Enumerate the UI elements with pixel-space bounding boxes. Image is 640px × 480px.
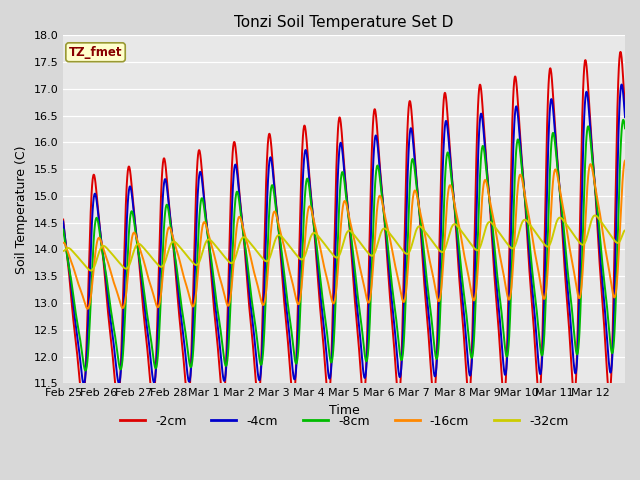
-8cm <box>60 227 67 232</box>
X-axis label: Time: Time <box>329 404 360 417</box>
Line: -8cm: -8cm <box>63 120 625 371</box>
-16cm <box>502 285 509 290</box>
Line: -32cm: -32cm <box>63 216 625 271</box>
Title: Tonzi Soil Temperature Set D: Tonzi Soil Temperature Set D <box>234 15 454 30</box>
-2cm <box>333 157 340 163</box>
-32cm <box>502 239 509 245</box>
-4cm <box>618 82 625 87</box>
-8cm <box>605 323 612 328</box>
-16cm <box>84 306 92 312</box>
-2cm <box>79 399 86 405</box>
-2cm <box>605 389 612 395</box>
-16cm <box>605 267 613 273</box>
-8cm <box>88 267 96 273</box>
-32cm <box>333 255 340 261</box>
-2cm <box>88 182 96 188</box>
-4cm <box>60 219 67 225</box>
-2cm <box>621 107 629 112</box>
-16cm <box>333 283 340 289</box>
-16cm <box>88 282 96 288</box>
-16cm <box>318 252 326 258</box>
-8cm <box>621 125 629 131</box>
-32cm <box>88 267 96 273</box>
-16cm <box>605 265 612 271</box>
-32cm <box>605 230 613 236</box>
-32cm <box>605 230 613 236</box>
-32cm <box>621 228 629 233</box>
-32cm <box>591 213 599 218</box>
-2cm <box>617 49 625 55</box>
-4cm <box>88 216 96 222</box>
Line: -2cm: -2cm <box>63 52 625 402</box>
-4cm <box>605 358 612 364</box>
Line: -4cm: -4cm <box>63 84 625 384</box>
-8cm <box>502 351 509 357</box>
-2cm <box>605 391 613 397</box>
-4cm <box>80 381 88 387</box>
-2cm <box>60 216 67 222</box>
-4cm <box>333 207 340 213</box>
-2cm <box>502 377 509 383</box>
Y-axis label: Soil Temperature (C): Soil Temperature (C) <box>15 145 28 274</box>
-4cm <box>605 361 613 367</box>
-8cm <box>333 270 340 276</box>
-8cm <box>620 117 627 123</box>
-32cm <box>60 248 67 254</box>
-32cm <box>318 238 326 243</box>
-8cm <box>318 289 326 295</box>
-2cm <box>318 322 326 328</box>
-4cm <box>502 370 509 376</box>
Text: TZ_fmet: TZ_fmet <box>68 46 122 59</box>
-32cm <box>87 268 95 274</box>
-4cm <box>621 114 629 120</box>
-16cm <box>621 158 629 164</box>
-4cm <box>318 304 326 310</box>
Line: -16cm: -16cm <box>63 161 625 309</box>
-16cm <box>60 240 67 246</box>
-8cm <box>81 368 89 373</box>
Legend: -2cm, -4cm, -8cm, -16cm, -32cm: -2cm, -4cm, -8cm, -16cm, -32cm <box>115 410 573 433</box>
-8cm <box>605 326 613 332</box>
